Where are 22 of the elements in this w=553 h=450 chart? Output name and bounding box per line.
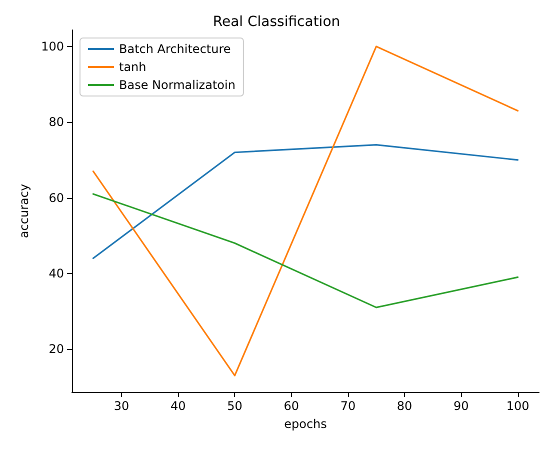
y-tick-label: 60	[48, 190, 64, 205]
legend-label: tanh	[119, 60, 146, 74]
y-tick-label: 20	[48, 342, 64, 356]
y-axis-title: accuracy	[17, 184, 32, 238]
x-axis-title: epochs	[284, 417, 327, 431]
x-tick-label: 100	[506, 399, 530, 413]
y-tick-label: 100	[41, 39, 64, 54]
x-tick-label: 30	[114, 399, 130, 413]
line-series	[92, 193, 519, 308]
line-series	[92, 144, 519, 260]
y-tick-label: 40	[48, 266, 64, 280]
x-tick-label: 80	[396, 399, 412, 413]
x-tick-label: 50	[227, 399, 242, 413]
x-tick-label: 40	[170, 399, 186, 413]
chart-title: Real Classification	[212, 14, 340, 30]
legend-label: Base Normalizatoin	[119, 78, 236, 92]
x-tick-label: 70	[340, 399, 356, 413]
line-series	[92, 46, 519, 376]
y-tick-label: 80	[48, 115, 64, 130]
x-tick-label: 60	[284, 399, 299, 413]
legend-label: Batch Architecture	[119, 42, 231, 56]
x-tick-label: 90	[454, 399, 469, 413]
